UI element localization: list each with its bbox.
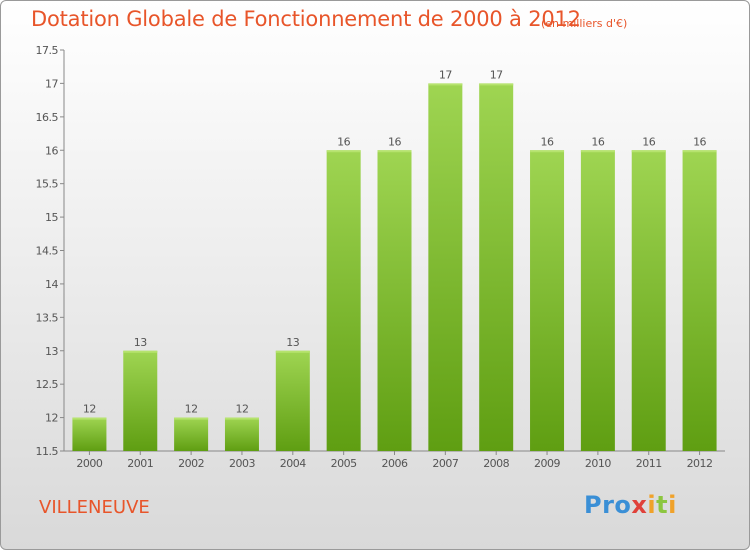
data-label: 16 — [693, 135, 706, 148]
x-tick-label: 2009 — [534, 457, 560, 470]
bar — [428, 83, 463, 452]
data-label: 16 — [541, 135, 554, 148]
y-tick-label: 15.5 — [36, 178, 59, 191]
data-label: 16 — [642, 135, 655, 148]
bar — [479, 83, 514, 452]
x-tick-label: 2002 — [178, 457, 204, 470]
bar — [580, 150, 615, 451]
x-tick-label: 2003 — [229, 457, 255, 470]
y-tick-label: 16 — [45, 144, 58, 157]
data-label: 16 — [337, 135, 350, 148]
bar — [377, 150, 412, 451]
data-labels-group: 12 13 12 12 13 16 16 17 17 16 16 16 16 — [83, 68, 707, 415]
y-tick-label: 15 — [45, 211, 58, 224]
bar-top-highlight — [530, 150, 565, 153]
bar-top-highlight — [224, 417, 259, 420]
bar-top-highlight — [174, 417, 209, 420]
data-label: 12 — [185, 403, 198, 416]
logo-part: i — [668, 491, 677, 519]
logo-part: Pro — [584, 491, 632, 519]
x-tick-label: 2011 — [636, 457, 662, 470]
y-tick-label: 13 — [45, 345, 58, 358]
x-tick-label: 2004 — [280, 457, 306, 470]
x-tick-label: 2012 — [687, 457, 713, 470]
logo-part: t — [656, 491, 669, 519]
data-label: 12 — [235, 403, 248, 416]
y-tick-label: 12 — [45, 412, 58, 425]
y-tick-label: 14 — [45, 278, 58, 291]
axes: 11.5 12 12.5 13 13.5 14 14.5 15 15.5 16 16.5 17 17.5… — [36, 44, 725, 470]
y-tick-label: 16.5 — [36, 111, 59, 124]
chart-title: Dotation Globale de Fonctionnement de 20… — [31, 7, 581, 31]
logo-part: i — [647, 491, 657, 519]
bar-top-highlight — [479, 83, 514, 86]
bar-top-highlight — [275, 350, 310, 353]
y-tick-label: 11.5 — [36, 445, 59, 458]
logo-part: x — [631, 491, 648, 519]
bar — [174, 417, 209, 451]
y-tick-label: 17.5 — [36, 44, 59, 57]
bar — [123, 350, 158, 451]
x-tick-label: 2001 — [127, 457, 153, 470]
bar-top-highlight — [326, 150, 361, 153]
x-tick-label: 2010 — [585, 457, 611, 470]
bar — [72, 417, 107, 451]
data-label: 12 — [83, 403, 96, 416]
bar — [326, 150, 361, 451]
x-tick-label: 2000 — [76, 457, 102, 470]
x-tick-label: 2007 — [432, 457, 458, 470]
bar — [530, 150, 565, 451]
y-tick-label: 17 — [45, 77, 58, 90]
bar — [631, 150, 666, 451]
bar-top-highlight — [631, 150, 666, 153]
data-label: 17 — [490, 68, 503, 81]
data-label: 16 — [591, 135, 604, 148]
x-tick-label: 2006 — [382, 457, 408, 470]
bar-top-highlight — [72, 417, 107, 420]
bar — [224, 417, 259, 451]
y-tick-label: 12.5 — [36, 378, 59, 391]
bar-top-highlight — [580, 150, 615, 153]
bar — [275, 350, 310, 451]
data-label: 16 — [388, 135, 401, 148]
data-label: 13 — [286, 336, 299, 349]
bar-top-highlight — [123, 350, 158, 353]
bar — [682, 150, 717, 451]
bar-top-highlight — [682, 150, 717, 153]
data-label: 13 — [134, 336, 147, 349]
data-label: 17 — [439, 68, 452, 81]
y-tick-label: 13.5 — [36, 311, 59, 324]
x-tick-label: 2008 — [483, 457, 509, 470]
x-tick-label: 2005 — [331, 457, 357, 470]
bars-group — [72, 83, 717, 452]
bar-top-highlight — [377, 150, 412, 153]
y-tick-label: 14.5 — [36, 245, 59, 258]
proxiti-logo: Proxiti — [584, 491, 677, 519]
bar-top-highlight — [428, 83, 463, 86]
chart-unit: (en milliers d'€) — [541, 17, 628, 30]
place-name: VILLENEUVE — [39, 497, 150, 518]
